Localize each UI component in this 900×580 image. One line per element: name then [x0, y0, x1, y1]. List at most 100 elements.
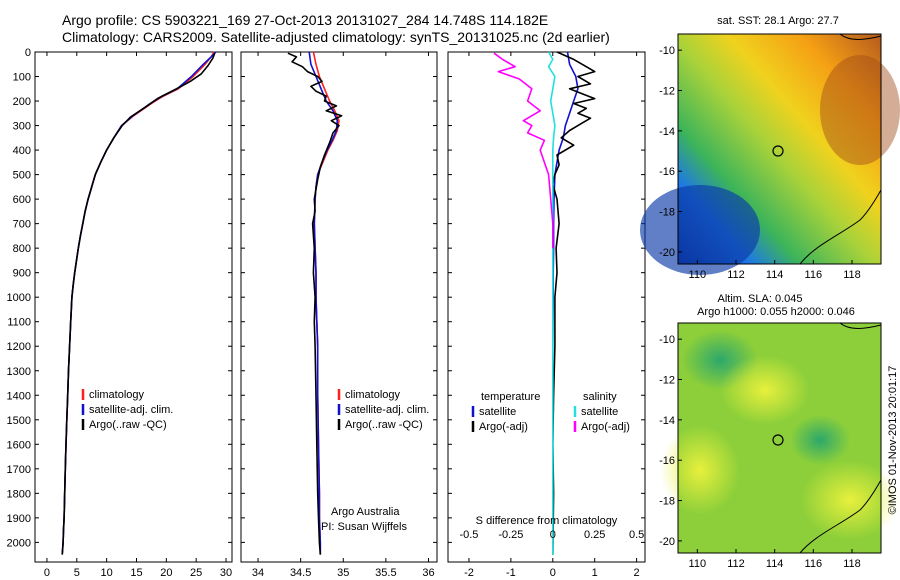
x-tick-label: 36 — [422, 567, 434, 579]
y-tick-label: 1300 — [7, 366, 31, 378]
legend-label: Argo(-adj) — [581, 421, 630, 433]
x-tick-label: 5 — [74, 567, 80, 579]
argo-location-marker — [772, 145, 784, 157]
y-tick-label: -16 — [659, 166, 675, 178]
sla-map-panel — [660, 322, 900, 554]
legend-label: satellite — [479, 406, 516, 418]
secondary-tick-label: 0 — [550, 529, 556, 541]
x-tick-label: 35.5 — [375, 567, 396, 579]
y-tick-label: 400 — [13, 145, 31, 157]
x-tick-label: 1 — [592, 567, 598, 579]
x-tick-label: 34.5 — [290, 567, 311, 579]
legend-title: temperature — [481, 391, 540, 403]
y-tick-label: 0 — [25, 47, 31, 59]
x-tick-label: 112 — [727, 558, 745, 570]
y-tick-label: 900 — [13, 268, 31, 280]
imos-credit: ©IMOS 01-Nov-2013 20:01:17 — [887, 366, 899, 515]
x-tick-label: 10 — [101, 567, 113, 579]
plot-frame — [447, 51, 646, 563]
salinity-profile-panel: 3434.53535.536salinityclimatologysatelli… — [240, 51, 438, 579]
series-line — [493, 52, 554, 249]
secondary-axis-label: S difference from climatology — [476, 515, 618, 527]
y-tick-label: -20 — [659, 536, 675, 548]
x-tick-label: 110 — [689, 558, 707, 570]
x-tick-label: 114 — [766, 269, 784, 281]
legend-label: satellite-adj. clim. — [345, 404, 429, 416]
sla-high-region — [660, 425, 740, 515]
series-line — [551, 51, 596, 555]
legend-label: climatology — [89, 389, 145, 401]
profile-title: Argo profile: CS 5903221_169 27-Oct-2013… — [62, 12, 549, 28]
sst-map-panel — [640, 33, 900, 275]
y-tick-label: 600 — [13, 194, 31, 206]
y-tick-label: -10 — [659, 334, 675, 346]
x-tick-label: -1 — [506, 567, 516, 579]
x-tick-label: 118 — [843, 558, 861, 570]
x-tick-label: 34 — [252, 567, 264, 579]
secondary-tick-label: -0.25 — [498, 529, 523, 541]
y-tick-label: 1700 — [7, 464, 31, 476]
y-tick-label: -14 — [659, 415, 675, 427]
x-tick-label: 0 — [44, 567, 50, 579]
y-tick-label: 1000 — [7, 292, 31, 304]
y-tick-label: -12 — [659, 374, 675, 386]
y-tick-label: 200 — [13, 96, 31, 108]
x-tick-label: 2 — [634, 567, 640, 579]
x-tick-label: 35 — [337, 567, 349, 579]
sst-cold-region — [640, 185, 760, 275]
map-frame — [677, 33, 882, 265]
x-tick-label: 30 — [220, 567, 232, 579]
climatology-subtitle: Climatology: CARS2009. Satellite-adjuste… — [62, 29, 610, 45]
y-tick-label: -18 — [659, 496, 675, 508]
legend-label: satellite — [581, 406, 618, 418]
y-tick-label: 1100 — [7, 317, 31, 329]
sla-high-region — [720, 355, 810, 425]
x-tick-label: 15 — [130, 567, 142, 579]
legend-label: Argo(..raw -QC) — [89, 419, 167, 431]
x-tick-label: 116 — [805, 558, 823, 570]
y-tick-label: -12 — [659, 85, 675, 97]
sla-high-region — [800, 460, 900, 540]
legend-title: salinity — [583, 391, 617, 403]
sla-map-subtitle: Argo h1000: 0.055 h2000: 0.046 — [697, 306, 855, 318]
series-line — [287, 52, 343, 555]
y-tick-label: 1600 — [7, 439, 31, 451]
annotation-text: Argo Australia — [331, 506, 400, 518]
y-tick-label: 1500 — [7, 415, 31, 427]
argo-location-marker — [772, 434, 784, 446]
coastline — [839, 322, 882, 329]
x-tick-label: 112 — [727, 269, 745, 281]
legend-label: Argo(..raw -QC) — [345, 419, 423, 431]
x-tick-label: 118 — [843, 269, 861, 281]
x-tick-label: -2 — [464, 567, 474, 579]
legend-label: Argo(-adj) — [479, 421, 528, 433]
x-tick-label: 114 — [766, 558, 784, 570]
legend-label: climatology — [345, 389, 401, 401]
y-tick-label: -10 — [659, 45, 675, 57]
map-frame — [677, 322, 882, 554]
x-tick-label: 116 — [805, 269, 823, 281]
y-tick-label: 800 — [13, 243, 31, 255]
y-tick-label: -16 — [659, 455, 675, 467]
secondary-tick-label: 0.25 — [584, 529, 605, 541]
y-tick-label: 500 — [13, 170, 31, 182]
x-tick-label: 25 — [190, 567, 202, 579]
legend-label: satellite-adj. clim. — [89, 404, 173, 416]
y-tick-label: 300 — [13, 121, 31, 133]
temperature-profile-panel: 0100200300400500600700800900100011001200… — [7, 47, 233, 579]
series-line — [547, 51, 556, 555]
secondary-tick-label: -0.5 — [459, 529, 478, 541]
plot-frame — [34, 51, 233, 563]
y-tick-label: 100 — [13, 72, 31, 84]
difference-profile-panel: -2-1012T difference from climatologyS di… — [447, 51, 646, 579]
coastline — [799, 479, 882, 554]
x-tick-label: 0 — [550, 567, 556, 579]
sst-warm-region — [820, 55, 900, 165]
y-tick-label: 1200 — [7, 341, 31, 353]
coastline — [839, 33, 882, 40]
coastline — [799, 189, 882, 265]
x-tick-label: 110 — [689, 269, 707, 281]
x-tick-label: 20 — [160, 567, 172, 579]
y-tick-label: -20 — [659, 247, 675, 259]
y-tick-label: 1800 — [7, 488, 31, 500]
